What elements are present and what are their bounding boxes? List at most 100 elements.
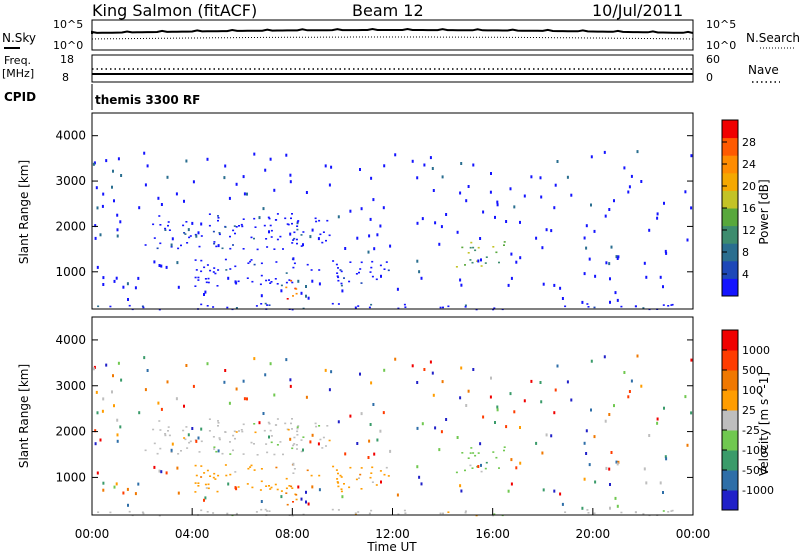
time-tick-label-3: 12:00 — [375, 527, 410, 541]
velocity-cell — [292, 501, 294, 503]
velocity-cell — [285, 358, 288, 362]
velocity-cell — [195, 439, 198, 443]
power-cell — [585, 246, 588, 250]
power-cell — [300, 234, 303, 236]
velocity-cell — [197, 436, 200, 440]
power-cell — [116, 228, 119, 232]
power-cell — [146, 164, 149, 168]
velocity-cell — [498, 467, 500, 469]
power-cell — [168, 229, 171, 231]
velocity-cell — [476, 465, 479, 468]
power-cell — [594, 274, 597, 278]
velocity-cbar-swatch-7 — [722, 350, 738, 371]
power-cbar-swatch-3 — [722, 225, 738, 244]
velocity-cell — [383, 368, 386, 372]
cpid-label: CPID — [4, 90, 36, 104]
power-cell — [253, 237, 255, 240]
power-cell — [189, 235, 192, 237]
power-cell — [630, 174, 633, 178]
power-cell — [445, 213, 448, 216]
power-cell — [375, 278, 378, 281]
velocity-cell — [554, 388, 557, 392]
power-cell — [260, 274, 263, 277]
velocity-cell — [640, 384, 643, 388]
power-cell — [583, 272, 586, 276]
power-cell — [192, 180, 195, 184]
velocity-cell — [300, 439, 303, 441]
velocity-cell — [286, 503, 289, 506]
velocity-cell — [434, 426, 437, 430]
power-cell — [310, 269, 313, 271]
velocity-cell — [122, 491, 125, 495]
power-cell — [489, 190, 492, 194]
velocity-cell — [284, 422, 287, 425]
power-cell — [659, 275, 662, 279]
power-cell — [296, 228, 299, 231]
power-cell — [273, 248, 276, 250]
velocity-cell — [141, 511, 144, 514]
power-cell — [608, 208, 611, 211]
velocity-cell — [94, 429, 97, 433]
velocity-cell — [503, 449, 505, 452]
velocity-cell — [404, 512, 407, 514]
velocity-cell — [590, 408, 592, 412]
velocity-cell — [507, 489, 510, 493]
power-cell — [367, 250, 370, 254]
power-cell — [228, 196, 231, 200]
velocity-cell — [369, 476, 372, 479]
power-cell — [317, 237, 320, 241]
velocity-cell — [359, 473, 362, 476]
power-cell — [232, 244, 234, 246]
velocity-cell — [496, 405, 499, 409]
power-cell — [166, 175, 169, 179]
velocity-cell — [620, 511, 623, 514]
power-panel: 4000 3000 2000 1000 Slant Range [km] — [17, 112, 694, 311]
power-cbar-swatch-8 — [722, 137, 738, 156]
power-cell — [328, 234, 331, 237]
power-cell — [185, 159, 188, 163]
velocity-cell — [585, 452, 588, 455]
velocity-cbar-swatch-2 — [722, 450, 738, 471]
power-cell — [439, 306, 442, 309]
power-cell — [337, 267, 339, 269]
velocity-cell — [183, 404, 185, 408]
velocity-cell — [268, 435, 270, 439]
power-cbar-tick-label-2: 20 — [742, 180, 756, 193]
power-cell — [291, 213, 293, 215]
velocity-cell — [206, 511, 209, 513]
velocity-cell — [292, 472, 295, 474]
velocity-cell — [247, 467, 250, 470]
velocity-cell — [492, 451, 495, 453]
power-cell — [284, 217, 287, 220]
velocity-cell — [280, 495, 283, 499]
power-cell — [420, 276, 423, 280]
power-cell — [542, 282, 545, 286]
velocity-cell — [586, 509, 589, 511]
power-cell — [496, 200, 499, 204]
velocity-cell — [519, 461, 522, 465]
velocity-cell — [411, 364, 414, 368]
power-cell — [319, 233, 322, 236]
power-cell — [480, 265, 483, 267]
velocity-cell — [254, 431, 257, 434]
time-xlabel: Time UT — [366, 540, 417, 554]
power-cell — [275, 261, 278, 263]
power-cell — [288, 279, 291, 281]
power-cell — [490, 172, 492, 175]
power-cell — [581, 300, 584, 304]
power-cell — [671, 303, 674, 306]
power-cell — [267, 216, 270, 219]
velocity-cell — [200, 427, 203, 431]
velocity-cell — [213, 472, 216, 475]
velocity-cell — [102, 397, 105, 401]
power-cell — [379, 264, 382, 267]
velocity-cell — [336, 478, 339, 480]
power-cell — [138, 206, 141, 210]
power-cell — [389, 244, 392, 248]
power-cell — [296, 225, 299, 227]
power-cell — [264, 302, 267, 305]
velocity-cell — [593, 512, 596, 515]
velocity-cell — [480, 463, 482, 467]
power-cell — [295, 292, 298, 295]
